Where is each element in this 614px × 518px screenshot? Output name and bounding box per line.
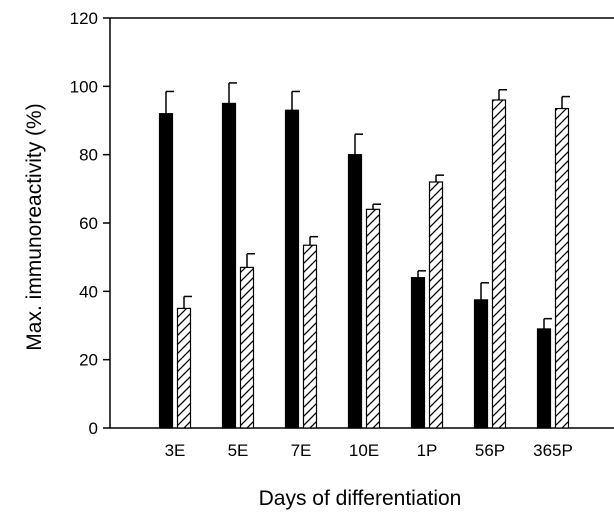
y-tick-label: 120 [70,9,98,28]
y-tick-label: 40 [79,282,98,301]
y-tick-label: 0 [89,419,98,438]
x-tick-label: 365P [533,441,573,460]
x-tick-label: 1P [417,441,438,460]
bar-solid [536,328,552,429]
y-tick-label: 20 [79,351,98,370]
bar-hatched [491,99,507,429]
y-tick-label: 100 [70,77,98,96]
bar-hatched [428,181,444,429]
plot-area: 0 20 40 60 80 100 120 3E 5E 7E 10E 1P 56P 365P [70,9,614,460]
bar-hatched [554,107,570,429]
bar-hatched [302,244,318,429]
bar-hatched [365,208,381,429]
bar-solid [410,277,426,429]
bar-solid [284,109,300,429]
bar-solid [473,299,489,429]
x-axis-title: Days of differentiation [259,487,462,510]
bar-solid [221,102,237,429]
x-tick-label: 56P [475,441,505,460]
bar-hatched [176,307,192,429]
y-tick-label: 80 [79,146,98,165]
x-tick-label: 7E [291,441,312,460]
x-tick-label: 10E [349,441,379,460]
y-tick-label: 60 [79,214,98,233]
x-tick-label: 5E [228,441,249,460]
y-axis-title: Max. immunoreactivity (%) [23,103,46,350]
bar-solid [158,113,174,429]
x-tick-label: 3E [165,441,186,460]
bar-hatched [239,266,255,429]
bar-solid [347,154,363,429]
